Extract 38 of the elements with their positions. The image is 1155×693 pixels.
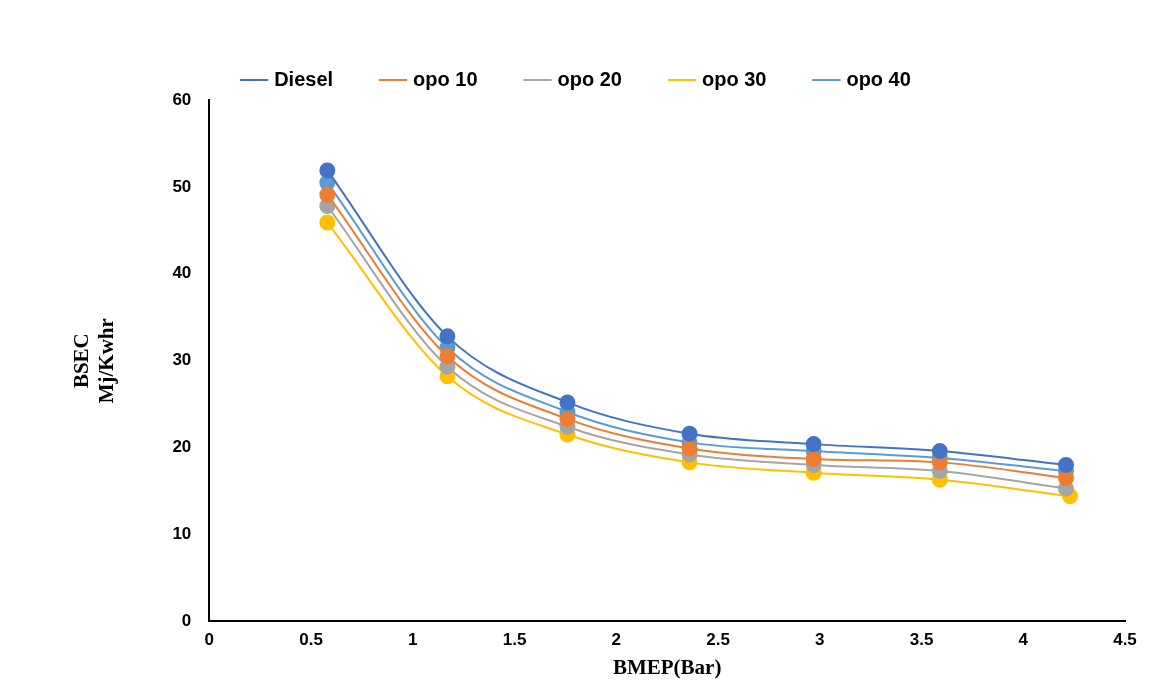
- point: [319, 162, 336, 179]
- x-tick-label: 1: [408, 630, 418, 650]
- x-tick-label: 4.5: [1113, 630, 1137, 650]
- x-tick-label: 2: [611, 630, 622, 650]
- x-tick-label: 1.5: [502, 630, 527, 650]
- y-tick-label: 10: [172, 524, 192, 544]
- legend-label: opo 40: [846, 67, 911, 90]
- point: [681, 440, 698, 457]
- point: [1057, 470, 1074, 487]
- point: [439, 328, 456, 345]
- y-tick-label: 30: [172, 350, 192, 370]
- legend-label: opo 30: [701, 67, 767, 90]
- point: [559, 394, 576, 411]
- point: [319, 214, 336, 231]
- point: [805, 450, 822, 467]
- point: [1057, 456, 1074, 473]
- x-tick-label: 0.5: [299, 630, 323, 650]
- y-tick-label: 50: [172, 176, 192, 196]
- y-tick-label: 40: [172, 263, 192, 283]
- point: [439, 348, 456, 365]
- point: [319, 186, 336, 203]
- x-tick-label: 3.5: [909, 630, 934, 650]
- y-tick-label: 60: [172, 89, 192, 109]
- y-axis-title: BSEC Mj/Kwhr: [69, 318, 119, 404]
- x-tick-label: 3: [815, 630, 825, 650]
- point: [805, 436, 822, 453]
- y-tick-label: 0: [181, 611, 192, 631]
- point: [931, 443, 948, 460]
- y-tick-label: 20: [172, 437, 192, 457]
- point: [681, 425, 698, 442]
- legend-label: opo 10: [413, 67, 478, 90]
- x-tick-label: 4: [1018, 630, 1029, 650]
- legend-label: opo 20: [557, 67, 622, 90]
- legend-label: Diesel: [274, 67, 334, 90]
- x-tick-label: 2.5: [706, 630, 730, 650]
- x-axis-title: BMEP(Bar): [612, 654, 722, 679]
- point: [559, 410, 576, 427]
- x-tick-label: 0: [204, 630, 215, 650]
